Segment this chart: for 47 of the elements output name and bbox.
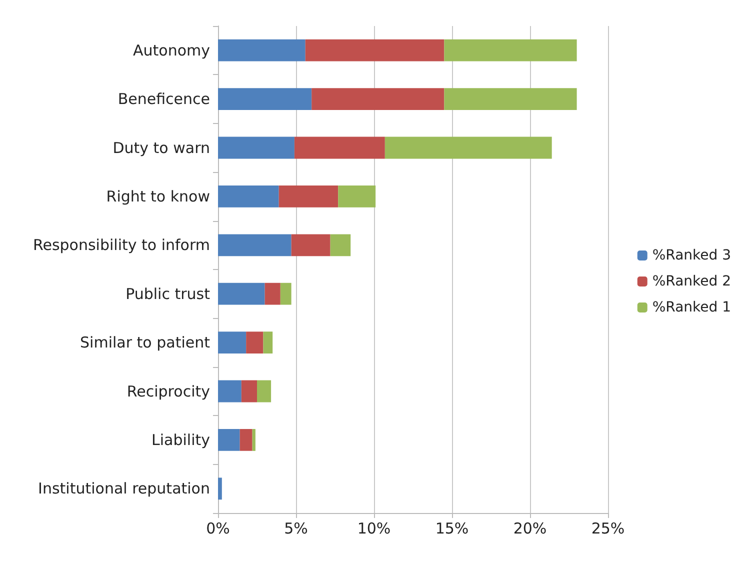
bar	[218, 88, 312, 110]
y-tick-label: Institutional reputation	[38, 480, 210, 498]
bar	[257, 380, 272, 402]
y-tick-label: Reciprocity	[126, 382, 210, 400]
y-tick-label: Beneficence	[118, 90, 210, 108]
bar	[263, 332, 273, 354]
bar	[218, 282, 265, 305]
bar	[444, 39, 577, 62]
bar	[384, 136, 552, 159]
legend-label: %Ranked 3	[652, 248, 731, 264]
x-tick-label: 10%	[357, 520, 391, 538]
bar	[338, 185, 376, 208]
bar	[280, 282, 292, 305]
bar	[305, 39, 444, 62]
y-tick-label: Duty to warn	[112, 138, 210, 157]
y-tick-label: Similar to patient	[80, 334, 210, 352]
bar	[218, 136, 294, 159]
bar	[240, 428, 252, 451]
bar	[218, 39, 306, 62]
bar	[218, 332, 246, 354]
bar	[312, 88, 444, 110]
y-tick-label: Responsibility to inform	[32, 236, 210, 254]
bar	[278, 185, 338, 208]
bar	[218, 380, 242, 402]
bar	[218, 478, 222, 500]
bar	[218, 234, 292, 256]
bar	[330, 234, 351, 256]
bar	[291, 234, 330, 256]
x-tick-label: 20%	[513, 520, 547, 538]
bar	[294, 136, 385, 159]
bar	[444, 88, 577, 110]
y-tick-label: Right to know	[106, 187, 210, 206]
x-tick-label: 5%	[284, 520, 308, 538]
bar	[218, 185, 279, 208]
legend-label: %Ranked 1	[652, 300, 731, 316]
bar	[241, 380, 257, 402]
bar	[246, 332, 264, 354]
y-tick-label: Public trust	[126, 284, 210, 303]
bar	[264, 282, 280, 305]
y-tick-label: Liability	[152, 430, 210, 449]
x-tick-label: 25%	[591, 520, 625, 538]
bar	[252, 428, 256, 451]
x-tick-label: 15%	[435, 520, 469, 538]
legend-label: %Ranked 2	[652, 274, 731, 290]
bar	[218, 428, 240, 451]
y-tick-label: Autonomy	[133, 41, 210, 60]
x-tick-label: 0%	[206, 520, 230, 538]
